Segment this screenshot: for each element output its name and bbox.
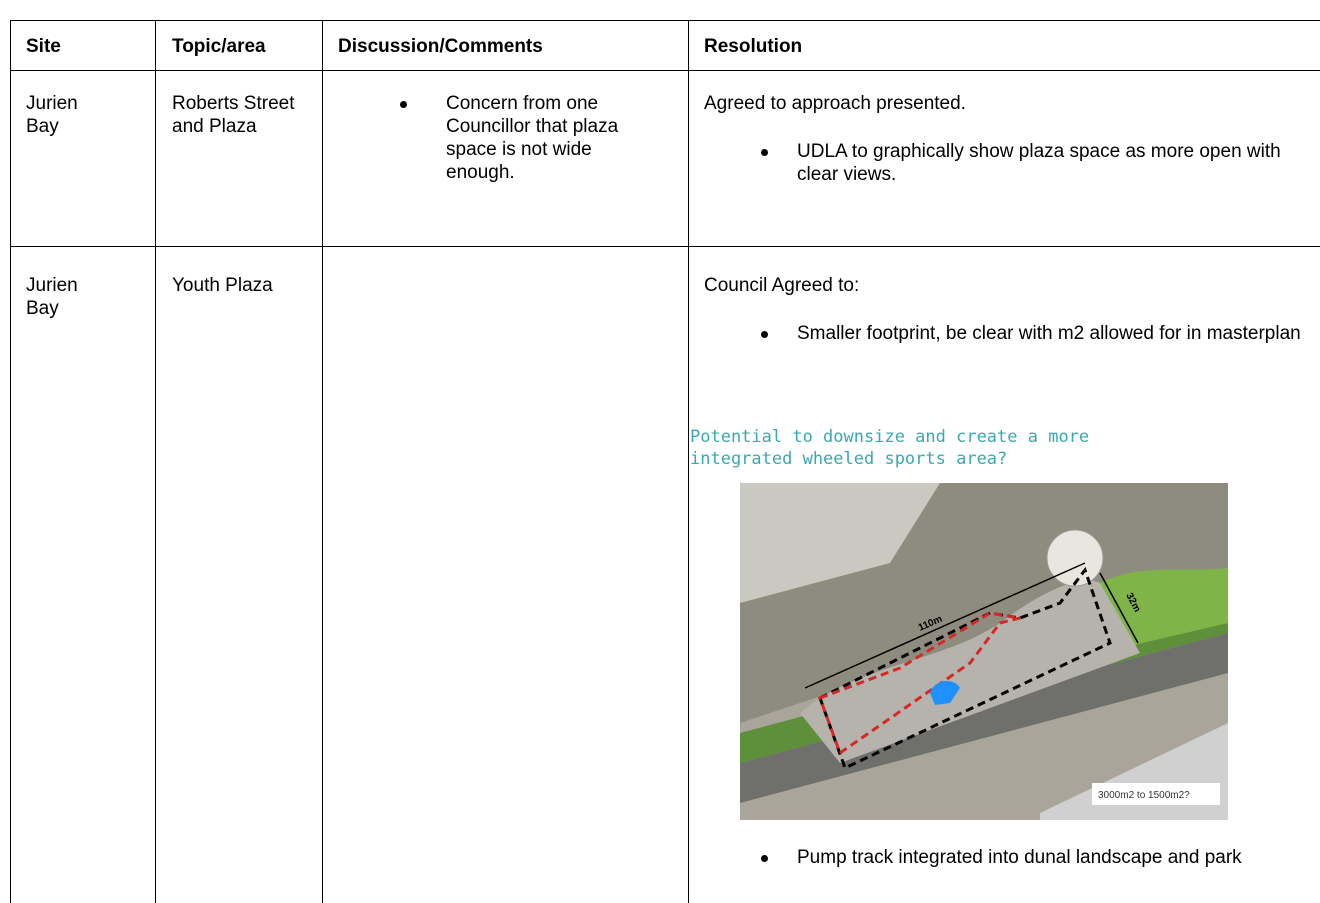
- bullet: [400, 101, 407, 108]
- site-plan-image: 110m 32m 3000m2 to 1500m2?: [740, 483, 1228, 820]
- topic: Roberts Street and Plaza: [172, 93, 295, 137]
- resolution-bullet: Pump track integrated into dunal landsca…: [797, 847, 1242, 868]
- site: Jurien Bay: [26, 275, 78, 319]
- discussion: Concern from one Councillor that plaza s…: [446, 93, 619, 183]
- bullet: [761, 855, 768, 862]
- border: [10, 20, 1320, 21]
- bullet: [761, 149, 768, 156]
- border: [155, 20, 156, 903]
- header-cell: Resolution: [704, 36, 803, 57]
- resolution-intro: Council Agreed to:: [704, 275, 860, 296]
- border: [688, 20, 689, 903]
- resolution-bullet: Smaller footprint, be clear with m2 allo…: [797, 323, 1301, 344]
- site: Jurien Bay: [26, 93, 78, 137]
- resolution-bullet: UDLA to graphically show plaza space as …: [797, 141, 1281, 185]
- bullet: [761, 331, 768, 338]
- header-cell: Discussion/Comments: [338, 36, 543, 57]
- border: [322, 20, 323, 903]
- border: [10, 20, 11, 903]
- resolution-intro: Agreed to approach presented.: [704, 93, 966, 114]
- header-cell: Site: [26, 36, 61, 57]
- border: [10, 246, 1320, 247]
- header-cell: Topic/area: [172, 36, 266, 57]
- figure-caption: Potential to downsize and create a more …: [690, 427, 1090, 469]
- topic: Youth Plaza: [172, 275, 273, 296]
- image-label: 3000m2 to 1500m2?: [1098, 790, 1190, 801]
- border: [10, 70, 1320, 71]
